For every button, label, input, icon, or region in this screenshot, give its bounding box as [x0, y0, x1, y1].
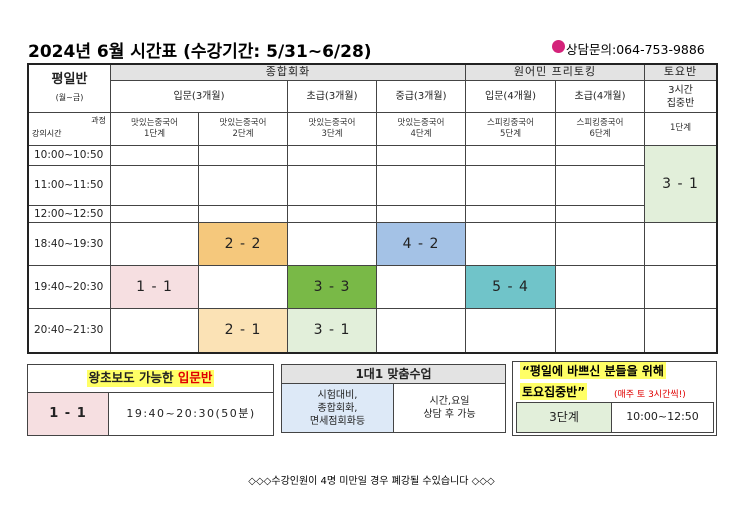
- footer: ◇◇◇수강인원이 4명 미만일 경우 폐강될 수있습니다 ◇◇◇: [248, 476, 495, 487]
- class-block: 1 - 1: [110, 265, 199, 309]
- course-label: 과정: [91, 116, 106, 125]
- saturday-box: [512, 361, 717, 436]
- beginner-title-wrap: 왕초보도 가능한 입문반: [86, 370, 215, 387]
- private-topics: 시험대비, 종합회화, 면세점회화등: [281, 383, 394, 433]
- course-line: 6단계: [589, 129, 611, 139]
- table-border: [27, 63, 718, 354]
- class-block: 3 - 3: [287, 265, 377, 309]
- topic-line: 시험대비,: [317, 389, 358, 401]
- class-block: 2 - 2: [198, 222, 288, 266]
- saturday-line2: 토요집중반”: [520, 383, 588, 400]
- beginner-time: 19:40~20:30(50분): [108, 392, 274, 436]
- beginner-highlight: 입문반: [177, 370, 213, 386]
- beginner-class: 1 - 1: [27, 392, 109, 436]
- course-line: 맛있는중국어: [131, 117, 178, 128]
- saturday-note: (매주 토 3시간씩!): [614, 390, 686, 400]
- course-line: 3단계: [321, 129, 343, 139]
- title: 2024년 6월 시간표 (수강기간: 5/31~6/28): [28, 42, 372, 62]
- saturday-level-cell: 3단계: [516, 402, 612, 433]
- class-block: 5 - 4: [465, 265, 556, 309]
- private-title: 1대1 맞춤수업: [281, 364, 506, 384]
- course-line: 맛있는중국어: [308, 117, 356, 128]
- level-line: 3시간: [668, 84, 693, 96]
- corner-subtitle: (월~금): [55, 92, 84, 102]
- beginner-title-text: 왕초보도 가능한: [88, 370, 178, 386]
- saturday-time: 10:00~12:50: [611, 402, 714, 433]
- phone-icon: [552, 40, 565, 53]
- course-line: 5단계: [499, 129, 522, 139]
- schedule-line: 시간,요일: [429, 395, 470, 407]
- course-line: 맛있는중국어: [397, 117, 445, 128]
- corner-title: 평일반: [51, 72, 88, 87]
- class-block: 2 - 1: [198, 308, 288, 353]
- course-line: 스피킹중국어: [487, 117, 534, 128]
- beginner-title: 왕초보도 가능한 입문반: [27, 364, 274, 393]
- schedule-line: 상담 후 가능: [423, 409, 476, 420]
- saturday-line1: “평일에 바쁘신 분들을 위해: [520, 362, 666, 379]
- time-label: 강의시간: [32, 129, 62, 138]
- course-line: 2단계: [232, 129, 254, 139]
- topic-line: 면세점회화등: [309, 415, 366, 427]
- class-block: 4 - 2: [376, 222, 466, 266]
- course-line: 1단계: [669, 123, 692, 134]
- course-line: 스피킹중국어: [576, 117, 624, 128]
- course-line: 맛있는중국어: [219, 117, 267, 128]
- topic-line: 종합회화,: [317, 402, 358, 414]
- contact: 상담문의:064-753-9886: [566, 42, 705, 57]
- level-line: 집중반: [666, 97, 695, 109]
- class-block: 3 - 1: [644, 145, 717, 223]
- course-line: 4단계: [410, 129, 432, 139]
- course-line: 1단계: [143, 129, 166, 139]
